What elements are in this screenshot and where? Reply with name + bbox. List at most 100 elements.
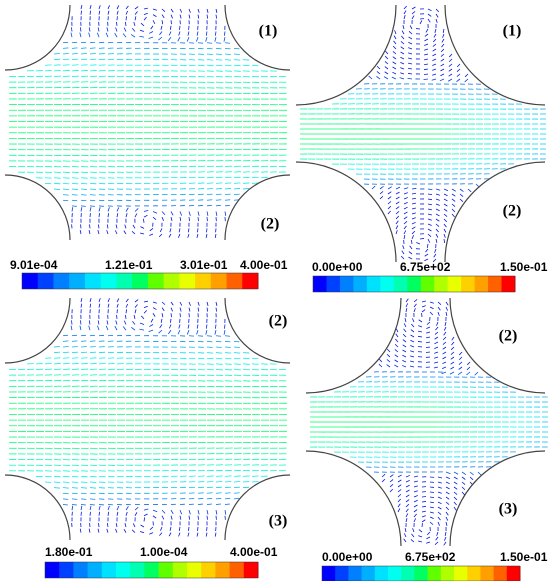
- vector-arrow: [411, 217, 416, 220]
- vector-arrow: [179, 307, 182, 312]
- vector-arrow: [71, 505, 74, 511]
- vector-arrow: [443, 233, 446, 238]
- vector-arrow: [423, 63, 429, 66]
- vector-panel: [4, 4, 291, 241]
- vector-arrow: [152, 509, 158, 513]
- colorbar-band: [101, 562, 117, 578]
- colorbar-band: [414, 566, 429, 581]
- vector-arrow: [445, 506, 450, 511]
- vector-arrow: [456, 68, 461, 72]
- vector-arrow: [437, 521, 440, 526]
- vector-arrow: [206, 14, 209, 19]
- vector-arrow: [445, 301, 449, 306]
- vector-arrow: [451, 213, 455, 218]
- colorbar-band: [22, 273, 39, 289]
- vector-arrow: [445, 496, 450, 500]
- vector-arrow: [80, 498, 87, 500]
- vector-arrow: [403, 197, 408, 200]
- vector-arrow: [427, 18, 431, 23]
- vector-arrow: [123, 230, 127, 235]
- vector-arrow: [233, 340, 240, 343]
- vector-arrow: [395, 220, 399, 225]
- vector-arrow: [395, 230, 398, 235]
- vector-arrow: [426, 243, 429, 249]
- vector-arrow: [215, 510, 218, 515]
- vector-arrow: [453, 486, 458, 490]
- vector-arrow: [168, 31, 172, 36]
- colorbar-band: [84, 273, 102, 289]
- vector-arrow: [458, 361, 463, 365]
- vector-arrow: [205, 233, 208, 238]
- vector-arrow: [413, 499, 418, 503]
- vector-arrow: [187, 233, 190, 238]
- vector-arrow: [215, 193, 222, 196]
- vector-arrow: [427, 208, 432, 211]
- vector-arrow: [445, 486, 450, 490]
- vector-arrow: [443, 223, 447, 228]
- vector-arrow: [392, 66, 397, 70]
- vector-arrow: [442, 28, 445, 34]
- vector-arrow: [170, 301, 174, 306]
- vector-arrow: [403, 538, 407, 543]
- vector-arrow: [443, 213, 448, 217]
- vector-arrow: [152, 307, 157, 310]
- vector-arrow: [196, 330, 199, 335]
- vector-arrow: [435, 218, 440, 222]
- vector-arrow: [424, 33, 429, 37]
- vector-arrow: [116, 505, 120, 511]
- vector-arrow: [467, 188, 472, 193]
- vector-arrow: [386, 359, 391, 363]
- region-label: (2): [503, 203, 522, 220]
- vector-arrow: [186, 329, 190, 335]
- vector-arrow: [402, 245, 405, 250]
- vector-arrow: [443, 238, 446, 244]
- vector-arrow: [450, 351, 455, 355]
- vector-arrow: [152, 515, 157, 519]
- vector-arrow: [411, 323, 415, 328]
- vector-arrow: [403, 202, 408, 205]
- wall-arc: [444, 4, 546, 106]
- wall-arc: [4, 474, 71, 541]
- vector-arrow: [405, 475, 411, 478]
- vector-arrow: [224, 204, 230, 207]
- vector-arrow: [62, 194, 69, 196]
- vector-arrow: [447, 78, 453, 82]
- vector-arrow: [381, 478, 386, 483]
- vector-arrow: [400, 67, 405, 70]
- vector-arrow: [411, 207, 416, 210]
- vector-arrow: [188, 211, 191, 216]
- vector-arrow: [223, 330, 226, 335]
- vector-arrow: [205, 324, 208, 329]
- vector-arrow: [425, 28, 429, 33]
- vector-arrow: [437, 306, 441, 311]
- vector-arrow: [413, 513, 417, 518]
- colorbar-label: 1.80e-01: [45, 545, 93, 559]
- vector-arrow: [88, 27, 91, 32]
- vector-arrow: [429, 496, 435, 499]
- vector-arrow: [405, 508, 409, 513]
- vector-arrow: [413, 509, 418, 513]
- vector-arrow: [214, 532, 217, 537]
- vector-arrow: [451, 198, 456, 202]
- vector-arrow: [411, 533, 415, 538]
- vector-arrow: [466, 366, 471, 371]
- vector-arrow: [224, 47, 231, 50]
- vector-arrow: [150, 25, 154, 30]
- vector-arrow: [427, 213, 432, 216]
- vector-arrow: [206, 8, 209, 13]
- vector-arrow: [224, 211, 227, 216]
- wall-arc: [295, 4, 397, 106]
- vector-panel: [305, 297, 549, 547]
- vector-arrow: [159, 324, 163, 329]
- vector-arrow: [437, 311, 440, 316]
- vector-arrow: [413, 518, 417, 523]
- vector-arrow: [205, 330, 208, 335]
- colorbar-band: [172, 562, 188, 578]
- vector-arrow: [387, 210, 391, 215]
- vector-arrow: [424, 38, 429, 42]
- vector-arrow: [215, 14, 217, 19]
- vector-arrow: [413, 308, 416, 313]
- vector-arrow: [178, 526, 181, 532]
- vector-arrow: [178, 228, 181, 233]
- vector-arrow: [474, 371, 479, 376]
